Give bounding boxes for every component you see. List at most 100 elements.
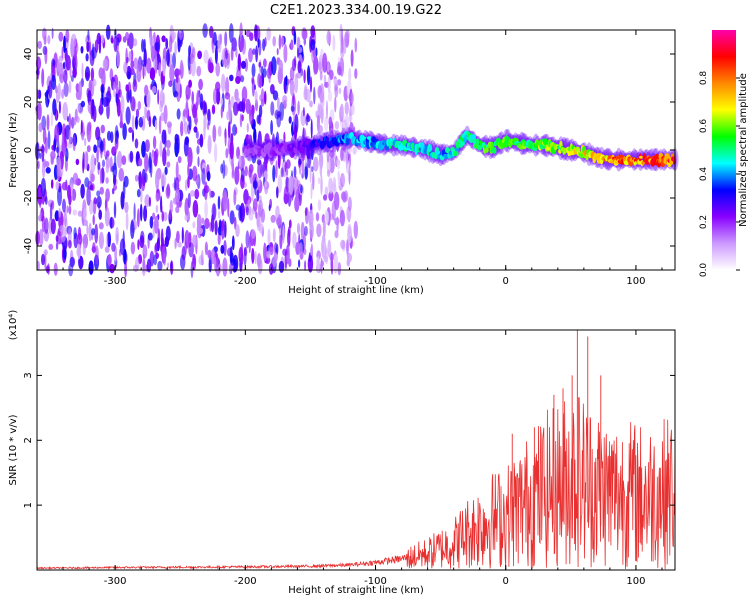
noise-mark (50, 179, 54, 189)
noise-mark (41, 215, 46, 233)
noise-mark (137, 208, 140, 228)
noise-mark (274, 242, 278, 253)
noise-mark (169, 35, 173, 53)
noise-mark (146, 258, 152, 273)
noise-mark (82, 243, 86, 256)
signal-trace (241, 125, 679, 172)
noise-mark (68, 113, 72, 131)
noise-mark (253, 127, 257, 144)
noise-mark (86, 186, 91, 206)
noise-mark (161, 210, 165, 222)
noise-mark (122, 123, 127, 140)
noise-mark (254, 250, 257, 265)
noise-mark (137, 100, 141, 111)
noise-mark (235, 146, 241, 159)
noise-mark (135, 108, 140, 119)
noise-mark (257, 38, 260, 48)
noise-mark (259, 75, 262, 89)
noise-mark (69, 256, 75, 268)
y-tick-label: 0 (23, 147, 34, 153)
noise-mark (92, 78, 97, 87)
noise-mark (199, 133, 204, 148)
noise-mark (86, 145, 91, 153)
noise-mark (227, 103, 232, 123)
noise-mark (129, 150, 134, 163)
noise-mark (337, 262, 342, 276)
noise-mark (245, 206, 250, 216)
noise-mark (258, 61, 262, 68)
noise-mark (84, 151, 88, 170)
noise-mark (252, 198, 258, 212)
noise-mark (87, 29, 90, 42)
noise-mark (144, 105, 148, 119)
noise-mark (175, 74, 179, 84)
noise-mark (143, 205, 148, 222)
noise-mark (303, 248, 307, 256)
noise-mark (80, 46, 84, 54)
noise-mark (241, 114, 244, 122)
noise-mark (196, 89, 201, 106)
noise-mark (263, 58, 267, 68)
noise-mark (99, 168, 102, 185)
noise-mark (148, 115, 152, 128)
noise-mark (155, 205, 159, 213)
noise-mark (254, 90, 258, 104)
noise-mark (313, 86, 316, 105)
noise-mark (275, 160, 278, 179)
noise-mark (161, 35, 166, 43)
noise-mark (176, 108, 181, 120)
noise-mark (225, 148, 229, 159)
noise-mark (80, 100, 85, 108)
noise-mark (93, 197, 98, 205)
noise-mark (61, 88, 64, 100)
y-tick-label: 1 (23, 502, 34, 508)
noise-mark (306, 113, 310, 120)
noise-mark (166, 161, 171, 168)
noise-mark (147, 232, 153, 241)
noise-mark (83, 219, 88, 227)
noise-mark (283, 43, 288, 63)
noise-mark (98, 36, 102, 54)
noise-mark (96, 196, 102, 209)
noise-mark (266, 67, 272, 79)
x-tick-label: -300 (104, 576, 127, 587)
noise-mark (176, 230, 180, 243)
noise-mark (309, 163, 312, 184)
noise-mark (317, 177, 321, 185)
noise-mark (256, 114, 261, 125)
noise-mark (47, 35, 51, 45)
noise-mark (152, 222, 155, 239)
noise-mark (41, 253, 45, 266)
noise-mark (105, 177, 109, 184)
noise-mark (323, 194, 328, 201)
noise-mark (84, 137, 87, 147)
noise-mark (55, 146, 59, 153)
noise-mark (344, 101, 349, 115)
noise-mark (158, 115, 162, 135)
noise-mark (327, 90, 333, 102)
noise-mark (50, 150, 56, 160)
noise-mark (148, 196, 151, 207)
noise-mark (234, 88, 239, 102)
noise-mark (207, 134, 212, 154)
noise-mark (127, 71, 131, 80)
noise-mark (138, 116, 144, 128)
noise-mark (133, 38, 138, 47)
noise-mark (219, 33, 222, 45)
noise-mark (50, 218, 56, 235)
noise-mark (146, 57, 152, 74)
noise-mark (215, 62, 220, 77)
noise-mark (240, 167, 245, 182)
noise-mark (346, 250, 350, 260)
noise-mark (221, 73, 226, 93)
signal-mark (452, 150, 459, 157)
noise-mark (62, 247, 67, 260)
noise-mark (282, 248, 288, 256)
noise-mark (155, 252, 159, 259)
noise-mark (75, 158, 80, 166)
noise-mark (181, 226, 184, 244)
noise-mark (272, 36, 277, 47)
noise-mark (337, 65, 342, 76)
noise-mark (125, 84, 129, 92)
noise-mark (151, 148, 155, 163)
